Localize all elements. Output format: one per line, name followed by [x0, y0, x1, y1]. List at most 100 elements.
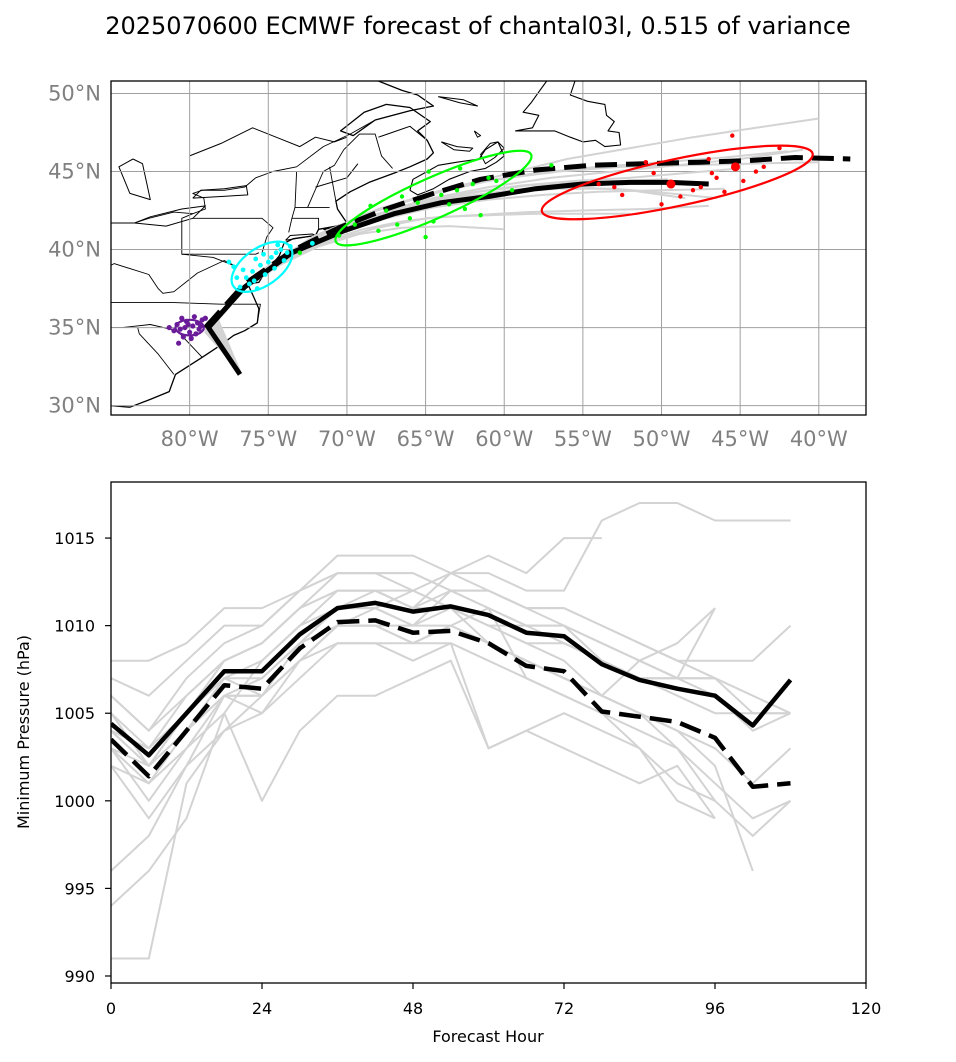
position-point-48h: [272, 265, 277, 271]
position-point-72h: [494, 178, 499, 184]
longitude-tick-label: 45°W: [711, 427, 769, 451]
position-point-96h: [722, 189, 727, 195]
position-point-24h: [174, 321, 180, 328]
position-point-72h: [478, 213, 483, 218]
inland-coast: [189, 127, 348, 157]
y-tick-label: 1000: [54, 792, 95, 811]
position-point-24h: [202, 315, 208, 321]
state-border: [111, 302, 261, 323]
state-border: [181, 252, 260, 255]
position-point-24h: [180, 334, 186, 340]
position-point-96h: [761, 164, 766, 170]
position-point-24h: [193, 331, 199, 337]
state-border: [291, 217, 320, 230]
nova-scotia-outline: [409, 141, 505, 196]
position-point-96h: [596, 181, 601, 187]
position-point-96h: [659, 202, 664, 207]
position-point-48h: [251, 278, 257, 284]
position-point-96h: [619, 192, 625, 198]
position-point-72h: [509, 188, 515, 193]
island-outline: [285, 233, 316, 241]
position-point-48h: [240, 267, 246, 273]
position-point-24h: [166, 324, 172, 331]
x-tick-label: 48: [403, 999, 423, 1018]
figure-title: 2025070600 ECMWF forecast of chantal03l,…: [105, 12, 851, 40]
position-point-72h: [446, 202, 452, 207]
position-point-96h: [706, 156, 711, 162]
median-pressure-line: [111, 618, 791, 790]
position-point-48h: [281, 258, 287, 263]
position-point-72h: [415, 200, 420, 205]
position-point-96h: [678, 194, 683, 199]
position-point-96h: [698, 184, 704, 190]
position-point-24h: [198, 323, 204, 329]
position-point-96h: [753, 169, 759, 174]
x-tick-label: 72: [554, 999, 574, 1018]
ensemble-member-pressure: [111, 572, 716, 732]
position-point-48h: [265, 259, 271, 265]
latitude-tick-label: 30°N: [48, 394, 101, 418]
longitude-tick-label: 75°W: [239, 427, 297, 451]
lake-outline: [134, 205, 206, 227]
position-point-48h: [261, 251, 266, 257]
position-point-24h: [187, 329, 193, 335]
position-point-72h: [457, 166, 463, 171]
ensemble-member-pressure: [111, 607, 716, 767]
ensemble-member-pressure: [111, 554, 791, 715]
mean-pressure-line: [111, 600, 793, 758]
x-tick-label: 24: [252, 999, 272, 1018]
position-point-96h: [651, 170, 656, 176]
position-point-48h: [253, 256, 259, 262]
position-point-96h: [730, 133, 735, 138]
position-point-48h: [284, 250, 290, 256]
map-frame: [110, 80, 867, 416]
position-point-72h: [395, 222, 400, 227]
longitude-tick-label: 50°W: [633, 427, 691, 451]
latitude-tick-label: 45°N: [48, 160, 101, 184]
position-point-72h: [439, 192, 444, 198]
position-point-72h: [297, 250, 302, 255]
state-border: [111, 260, 237, 294]
position-point-96h: [690, 188, 696, 193]
uncertainty-ellipse-72h: [334, 149, 533, 247]
latitude-tick-label: 50°N: [48, 81, 101, 105]
x-tick-label: 0: [106, 999, 116, 1018]
position-point-24h: [190, 323, 196, 329]
position-point-48h: [309, 240, 315, 246]
uncertainty-ellipse-24h: [174, 318, 205, 337]
position-point-48h: [234, 275, 240, 281]
y-tick-label: 1015: [54, 529, 95, 548]
longitude-tick-label: 70°W: [318, 427, 376, 451]
pressure-frame: [110, 481, 867, 984]
position-point-48h: [226, 259, 232, 265]
position-point-48h: [250, 269, 255, 274]
position-point-72h: [407, 216, 413, 221]
position-point-48h: [269, 254, 274, 260]
map-background: [111, 81, 866, 415]
longitude-tick-label: 55°W: [554, 427, 612, 451]
position-point-72h: [462, 206, 468, 212]
position-point-24h: [191, 314, 197, 320]
position-point-24h: [185, 321, 191, 328]
island-outline: [473, 130, 482, 138]
lake-outline: [118, 158, 151, 201]
position-point-48h: [273, 250, 279, 256]
newfoundland-outline: [515, 81, 622, 148]
x-tick-label: 120: [851, 999, 882, 1018]
y-axis-label: Minimum Pressure (hPa): [14, 635, 33, 829]
y-tick-label: 990: [64, 967, 95, 986]
ensemble-member-pressure: [111, 642, 716, 820]
uncertainty-ellipse-96h: [540, 144, 814, 221]
position-point-24h: [171, 328, 177, 334]
x-axis-label: Forecast Hour: [432, 1027, 544, 1046]
position-point-24h: [179, 315, 185, 321]
latitude-tick-label: 35°N: [48, 316, 101, 340]
position-point-48h: [262, 272, 268, 277]
position-point-72h: [399, 194, 405, 199]
x-tick-label: 96: [705, 999, 725, 1018]
y-tick-label: 1010: [54, 617, 95, 636]
position-point-72h: [431, 219, 436, 224]
pei-outline: [441, 141, 474, 152]
position-point-72h: [426, 169, 431, 174]
